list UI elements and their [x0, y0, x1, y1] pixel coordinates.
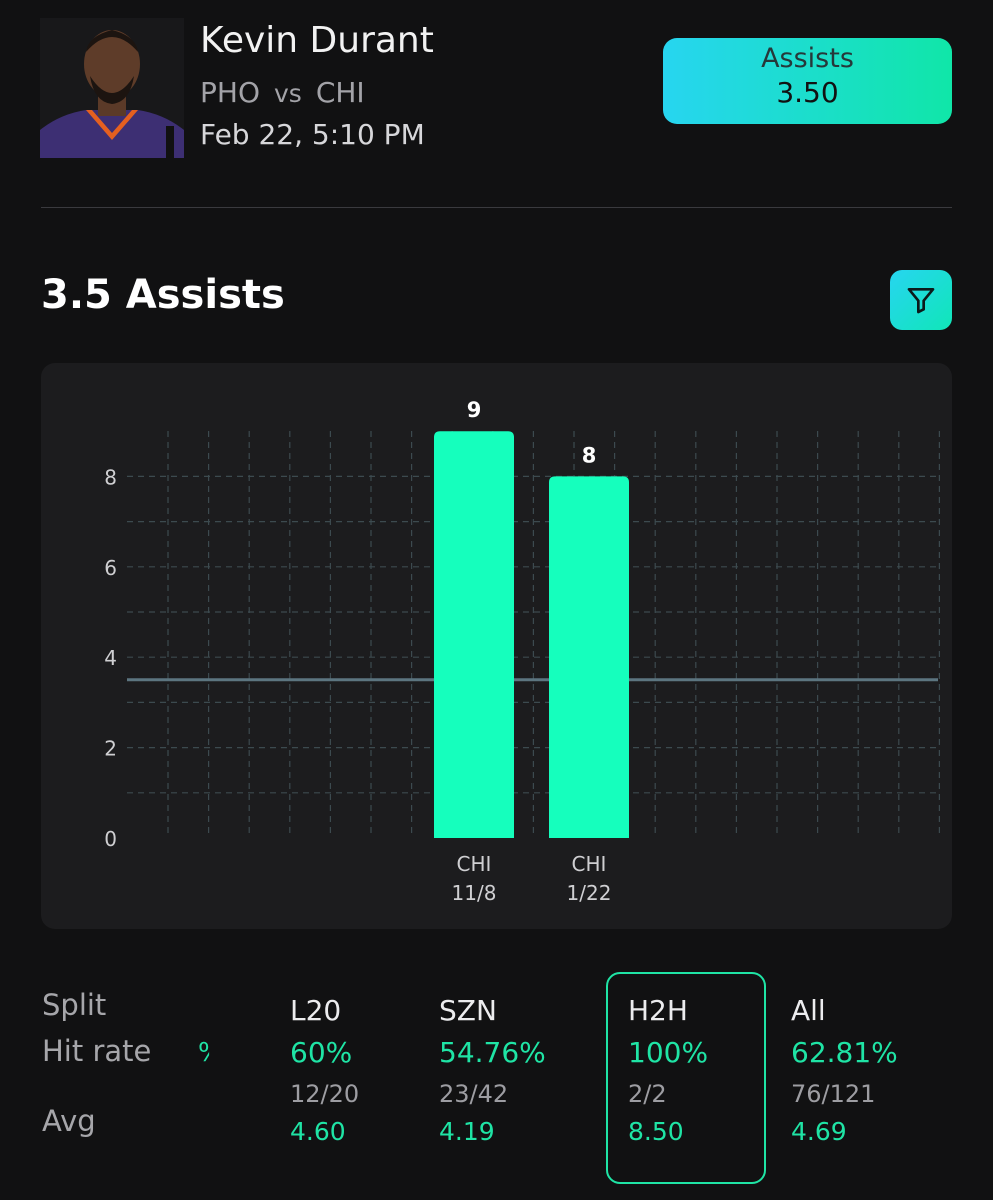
split-name: All	[791, 994, 826, 1027]
partial-hit-rate-glyph: %	[198, 1038, 223, 1068]
assists-chart: 0 2 4 6 8 9 CHI 11/8 8 CHI 1/22	[41, 363, 952, 929]
split-avg: 4.19	[439, 1117, 495, 1146]
split-name: L20	[290, 994, 342, 1027]
split-hit-rate: 100%	[628, 1036, 709, 1069]
funnel-icon	[907, 288, 935, 314]
split-count: 23/42	[439, 1080, 509, 1108]
vs-label: vs	[273, 79, 302, 108]
y-tick-label: 4	[104, 646, 117, 670]
bar	[549, 476, 629, 838]
split-row-label: Split	[42, 988, 107, 1022]
stat-line-badge[interactable]: Assists 3.50	[663, 38, 952, 124]
bar-value-label: 8	[582, 443, 597, 467]
split-avg: 4.69	[791, 1117, 847, 1146]
y-tick-label: 8	[104, 465, 117, 489]
filter-button[interactable]	[890, 270, 952, 330]
y-tick-label: 6	[104, 556, 117, 580]
split-hit-rate: 62.81%	[791, 1036, 898, 1069]
y-tick-label: 2	[104, 737, 117, 761]
split-count: 76/121	[791, 1080, 876, 1108]
section-title: 3.5 Assists	[41, 272, 285, 318]
split-count: 2/2	[628, 1080, 667, 1108]
header-divider	[41, 207, 952, 208]
splits-table: Split Hit rate Avg % L20 60% 12/20 4.60 …	[0, 960, 993, 1200]
avg-row-label: Avg	[42, 1104, 96, 1138]
split-hit-rate: 54.76%	[439, 1036, 546, 1069]
hit-rate-row-label: Hit rate	[42, 1034, 152, 1068]
chart-canvas: 0 2 4 6 8 9 CHI 11/8 8 CHI 1/22	[104, 398, 941, 905]
bar-value-label: 9	[467, 398, 482, 422]
split-name: SZN	[439, 994, 497, 1027]
bar	[434, 431, 514, 838]
opponent-abbr: CHI	[315, 76, 365, 109]
y-tick-label: 0	[104, 827, 117, 851]
player-name: Kevin Durant	[200, 20, 434, 61]
split-count: 12/20	[290, 1080, 360, 1108]
player-avatar	[40, 18, 184, 158]
split-avg: 4.60	[290, 1117, 346, 1146]
x-tick-team: CHI	[572, 852, 607, 876]
split-avg: 8.50	[628, 1117, 684, 1146]
stat-badge-label: Assists	[761, 43, 854, 74]
split-selected-highlight	[606, 972, 766, 1184]
split-hit-rate: 60%	[290, 1036, 353, 1069]
game-time: Feb 22, 5:10 PM	[200, 118, 425, 151]
x-tick-date: 11/8	[452, 881, 497, 905]
team-abbr: PHO	[200, 76, 260, 109]
split-name: H2H	[628, 994, 688, 1027]
matchup: PHO vs CHI	[200, 76, 365, 109]
x-tick-team: CHI	[457, 852, 492, 876]
x-tick-date: 1/22	[567, 881, 612, 905]
stat-badge-value: 3.50	[776, 76, 839, 109]
